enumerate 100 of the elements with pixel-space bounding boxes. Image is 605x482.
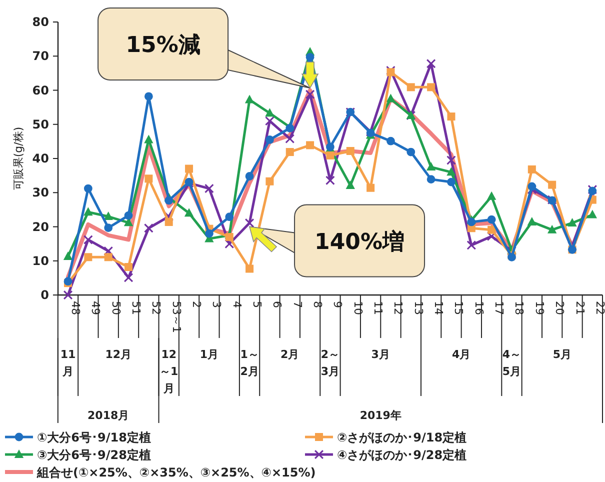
point: [487, 215, 496, 224]
point: [406, 148, 416, 156]
annotation: 140%増: [314, 228, 405, 255]
point: [386, 94, 396, 102]
x-tick-label: 14: [432, 301, 446, 315]
point: [245, 172, 254, 180]
point: [84, 235, 93, 244]
point: [326, 151, 334, 160]
x-tick-label: 6: [270, 301, 284, 308]
point: [84, 184, 92, 193]
y-tick-label: 60: [32, 83, 49, 98]
point: [527, 216, 537, 226]
point: [225, 212, 234, 222]
point: [144, 134, 154, 144]
point: [144, 224, 154, 233]
point: [548, 180, 556, 189]
point: [286, 148, 294, 156]
x-tick-label: 20: [553, 301, 566, 315]
point: [588, 210, 598, 218]
y-tick-label: 10: [32, 254, 49, 268]
text: 2～3月: [320, 348, 340, 378]
callout: 15%減: [98, 8, 319, 89]
point: [265, 116, 274, 126]
point: [184, 208, 194, 217]
y-tick-label: 30: [32, 186, 49, 200]
point: [144, 92, 153, 101]
point: [245, 218, 254, 228]
point: [486, 191, 496, 200]
text: 4月: [452, 348, 471, 361]
point: [266, 177, 274, 186]
point: [426, 175, 436, 184]
point: [426, 59, 436, 68]
point: [488, 226, 496, 234]
y-tick-label: 0: [40, 288, 49, 302]
callout: 140%増: [248, 204, 426, 278]
y-tick-label: 20: [32, 220, 49, 234]
x-tick-label: 3: [210, 301, 224, 308]
point: [326, 176, 335, 185]
x-tick-label: 16: [472, 301, 486, 315]
point: [84, 253, 92, 262]
text: 5月: [552, 348, 572, 361]
point: [366, 184, 375, 192]
x-tick-label: 17: [492, 301, 506, 315]
point: [225, 232, 234, 241]
x-tick-label: 5: [250, 301, 264, 308]
legend-label: ③大分6号･9/28定植: [37, 448, 151, 462]
legend-label: ①大分6号･9/18定植: [37, 430, 151, 444]
x-tick-label: 15: [452, 301, 466, 315]
point: [427, 83, 436, 92]
point: [528, 165, 536, 174]
text: 1月: [200, 348, 219, 361]
point: [406, 83, 415, 92]
legend-label: ②さがほのか･9/18定植: [337, 430, 467, 444]
x-tick-label: 10: [351, 301, 364, 315]
point: [144, 174, 153, 183]
point: [306, 52, 314, 62]
point: [104, 253, 112, 262]
point: [467, 218, 476, 226]
point: [204, 184, 214, 194]
point: [124, 273, 134, 282]
x-tick-label: 2: [190, 301, 204, 308]
x-tick-label: 53～1: [170, 301, 183, 333]
point: [244, 94, 254, 104]
point: [466, 240, 476, 250]
text: 12月: [105, 348, 132, 361]
legend-label: ④さがほのか･9/28定植: [337, 448, 467, 462]
y-tick-label: 80: [32, 15, 49, 29]
point: [547, 224, 557, 234]
text: 3月: [371, 348, 390, 361]
point: [164, 218, 173, 226]
y-tick-label: 50: [32, 117, 49, 132]
x-tick-label: 52: [150, 301, 163, 315]
x-tick-label: 18: [512, 301, 526, 315]
annotation: 15%減: [126, 33, 200, 58]
point: [124, 211, 133, 220]
point: [446, 167, 456, 176]
x-tick-label: 51: [130, 301, 143, 315]
text: 2019年: [360, 409, 402, 422]
point: [568, 218, 577, 226]
y-axis-title: 可販果(g/株): [12, 126, 25, 190]
point: [426, 162, 436, 171]
point: [285, 134, 294, 144]
text: 12～1月: [160, 348, 178, 395]
point: [528, 182, 536, 191]
point: [447, 178, 456, 186]
x-tick-label: 50: [109, 301, 122, 315]
point: [266, 136, 274, 144]
point: [84, 207, 93, 216]
text: 2018月: [88, 409, 130, 422]
point: [204, 229, 214, 238]
text: 2月: [280, 348, 300, 361]
text: 1～2月: [240, 348, 259, 378]
point: [346, 146, 354, 155]
point: [104, 212, 113, 220]
text: 11月: [60, 348, 76, 378]
point: [386, 68, 395, 76]
text: 4～5月: [502, 348, 522, 378]
point: [124, 263, 133, 272]
point: [447, 112, 456, 121]
point: [185, 164, 194, 173]
